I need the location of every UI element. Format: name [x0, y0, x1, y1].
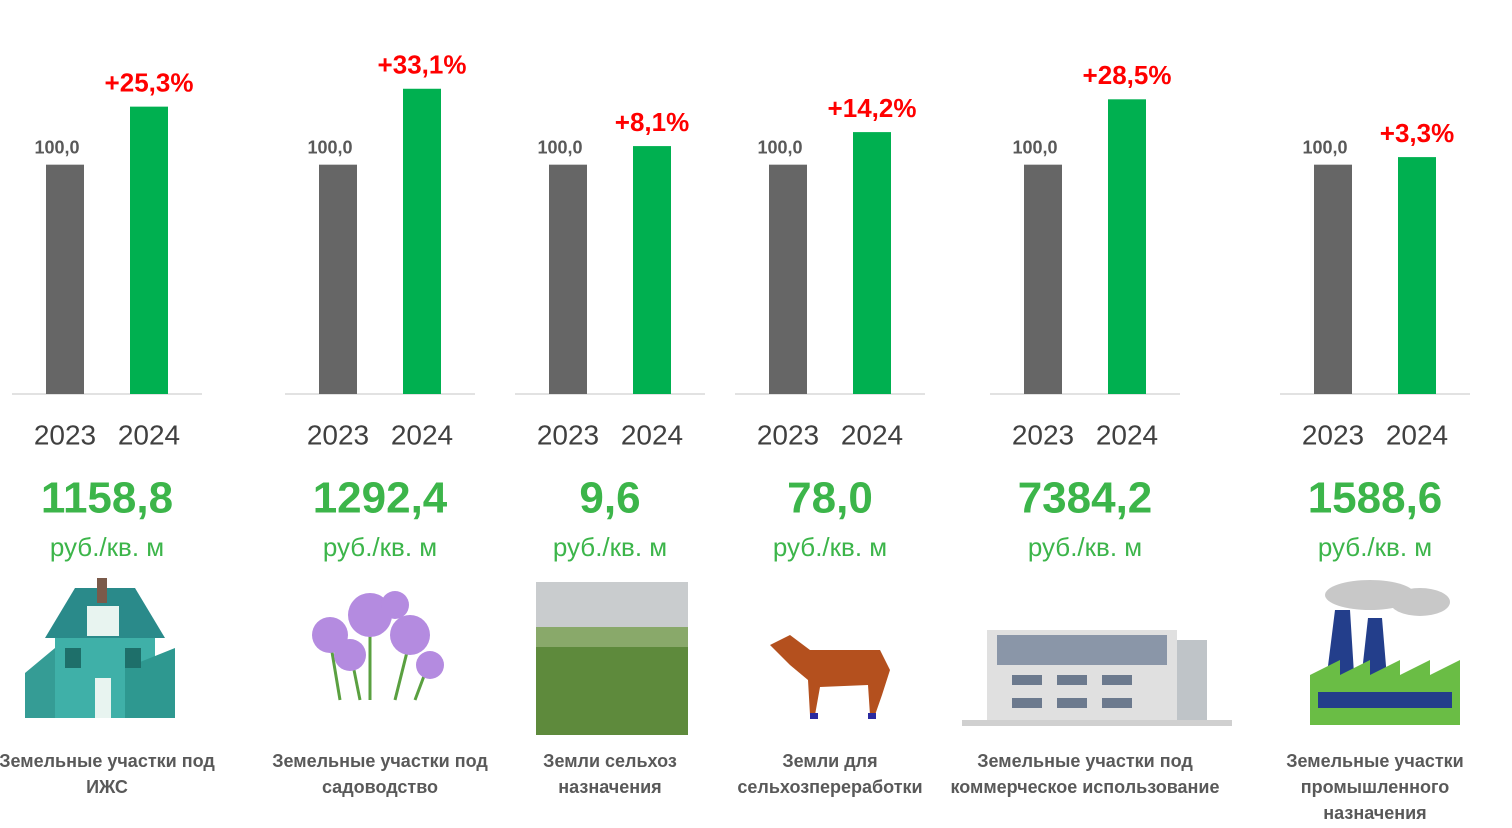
- caption: Земельные участки под садоводство: [255, 748, 505, 800]
- factory-icon: [1310, 580, 1460, 725]
- value-label: +14,2%: [828, 93, 917, 123]
- value-label: 100,0: [1012, 137, 1057, 157]
- unit: руб./кв. м: [323, 532, 437, 562]
- building-icon: [962, 630, 1232, 726]
- value-label: 100,0: [757, 137, 802, 157]
- caption: Земли для сельхозпереработки: [705, 748, 955, 800]
- unit: руб./кв. м: [50, 532, 164, 562]
- value-label: +28,5%: [1083, 60, 1172, 90]
- cow-icon: [770, 635, 890, 719]
- caption: Земли сельхоз назначения: [515, 748, 705, 800]
- x-tick-label: 2023: [34, 419, 96, 450]
- x-tick-label: 2024: [1386, 419, 1448, 450]
- price: 1158,8: [41, 474, 173, 523]
- x-tick-label: 2024: [621, 419, 683, 450]
- x-tick-label: 2024: [118, 419, 180, 450]
- chart: 100,0 2023 +25,3% 2024 1158,8 руб./кв. м 100,0…: [0, 0, 1512, 828]
- unit: руб./кв. м: [553, 532, 667, 562]
- bar: [403, 89, 441, 394]
- x-tick-label: 2023: [537, 419, 599, 450]
- bar: [853, 132, 891, 394]
- price: 7384,2: [1018, 474, 1153, 523]
- unit: руб./кв. м: [1028, 532, 1142, 562]
- caption: Земельные участки под коммерческое испол…: [935, 748, 1235, 800]
- bar: [130, 107, 168, 394]
- unit: руб./кв. м: [1318, 532, 1432, 562]
- bar: [1398, 157, 1436, 394]
- bar: [549, 165, 587, 394]
- price: 1588,6: [1308, 474, 1443, 523]
- unit: руб./кв. м: [773, 532, 887, 562]
- caption: Земельные участки под ИЖС: [0, 748, 227, 800]
- bar: [319, 165, 357, 394]
- price: 1292,4: [313, 474, 448, 523]
- caption: Земельные участки промышленного назначен…: [1250, 748, 1500, 826]
- x-tick-label: 2023: [1302, 419, 1364, 450]
- value-label: 100,0: [34, 137, 79, 157]
- bar: [633, 146, 671, 394]
- x-tick-label: 2023: [1012, 419, 1074, 450]
- x-tick-label: 2023: [757, 419, 819, 450]
- page: 100,0 2023 +25,3% 2024 1158,8 руб./кв. м 100,0…: [0, 0, 1512, 828]
- x-tick-label: 2024: [1096, 419, 1158, 450]
- value-label: 100,0: [307, 137, 352, 157]
- value-label: 100,0: [1302, 137, 1347, 157]
- value-label: +8,1%: [615, 107, 689, 137]
- bar: [1024, 165, 1062, 394]
- value-label: 100,0: [537, 137, 582, 157]
- value-label: +33,1%: [378, 50, 467, 80]
- value-label: +3,3%: [1380, 118, 1454, 148]
- value-label: +25,3%: [105, 68, 194, 98]
- flowers-icon: [312, 591, 444, 700]
- x-tick-label: 2024: [841, 419, 903, 450]
- bar: [769, 165, 807, 394]
- bar: [1314, 165, 1352, 394]
- x-tick-label: 2024: [391, 419, 453, 450]
- house-icon: [25, 578, 175, 718]
- x-tick-label: 2023: [307, 419, 369, 450]
- field-icon: [536, 582, 688, 735]
- price: 78,0: [787, 474, 873, 523]
- bar: [1108, 99, 1146, 394]
- price: 9,6: [579, 474, 640, 523]
- bar: [46, 165, 84, 394]
